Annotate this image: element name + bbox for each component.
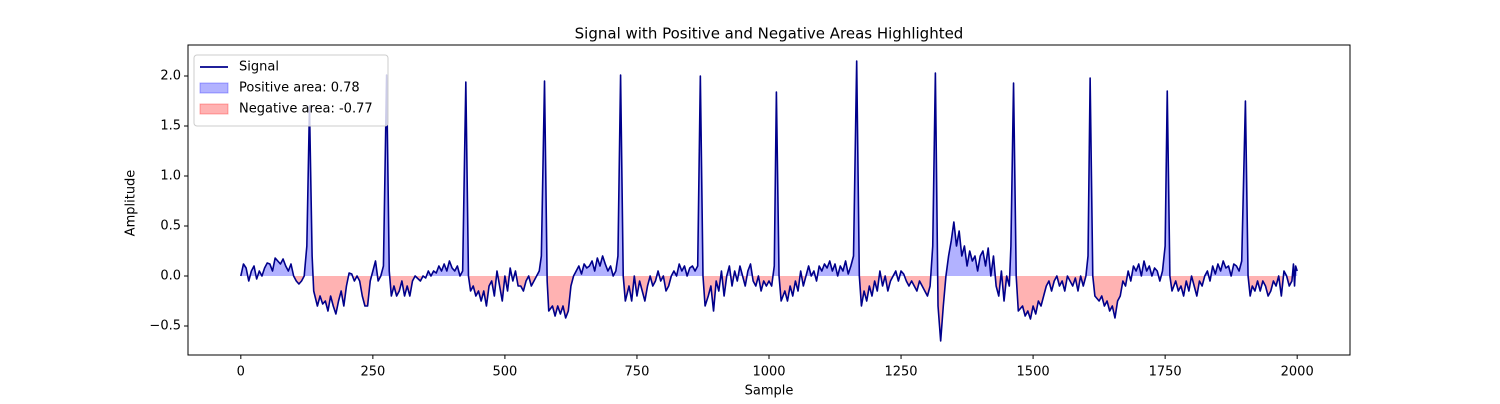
legend-swatch [199,82,229,94]
x-tick-label: 1000 [752,365,785,380]
area-fill [240,61,1298,276]
legend-swatch [199,103,229,115]
signal-line [240,60,1298,342]
x-tick-label: 1750 [1149,365,1182,380]
y-tick-label: 0.0 [160,269,181,284]
plot-frame [187,44,1351,356]
legend-label: Signal [239,60,279,75]
y-tick-label: 1.5 [160,119,181,134]
y-tick-label: 2.0 [160,69,181,84]
area-fill [240,276,1298,341]
legend-label: Negative area: -0.77 [239,102,373,117]
x-tick-label: 0 [237,365,245,380]
x-tick-label: 500 [492,365,517,380]
y-tick-label: −0.5 [149,319,181,334]
chart-title: Signal with Positive and Negative Areas … [575,25,964,43]
x-axis-label: Sample [745,384,794,399]
legend-label: Positive area: 0.78 [239,81,360,96]
y-axis-label: Amplitude [124,170,139,237]
x-tick-label: 1250 [884,365,917,380]
y-tick-label: 0.5 [160,219,181,234]
x-tick-label: 750 [625,365,650,380]
x-tick-label: 250 [360,365,385,380]
y-tick-label: 1.0 [160,169,181,184]
x-tick-label: 2000 [1281,365,1314,380]
legend-box [193,54,389,127]
x-tick-label: 1500 [1017,365,1050,380]
